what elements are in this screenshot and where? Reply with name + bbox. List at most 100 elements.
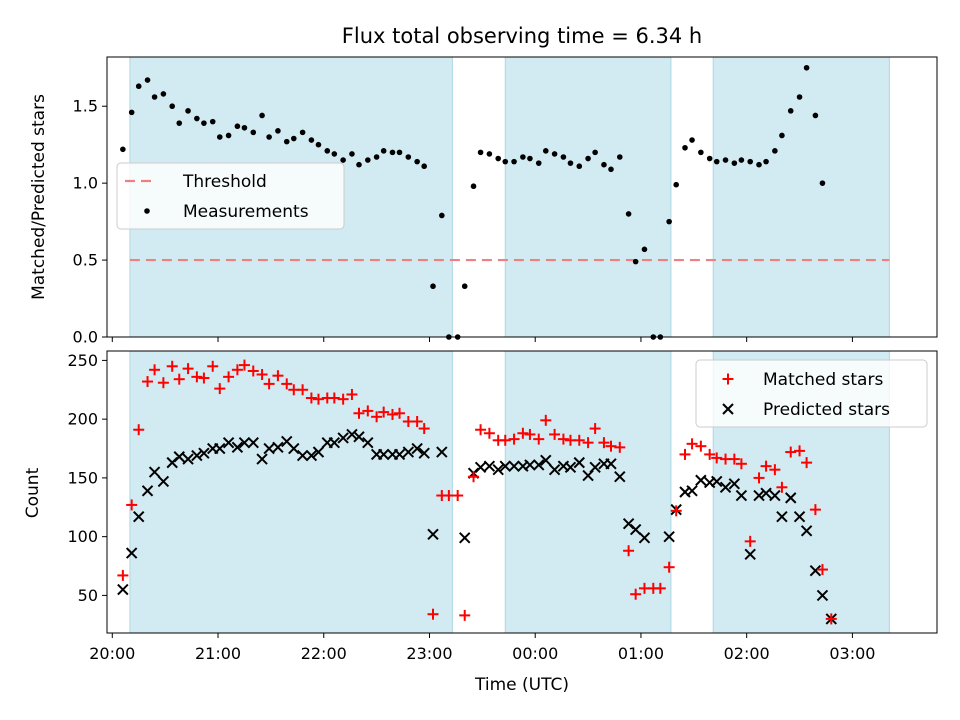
measurement-point bbox=[365, 157, 371, 163]
matched-point bbox=[679, 448, 691, 460]
legend-matched-swatch bbox=[722, 373, 734, 385]
predicted-point-b bbox=[524, 459, 536, 471]
matched-point bbox=[312, 393, 324, 405]
matched-points bbox=[117, 359, 837, 625]
predicted-point bbox=[402, 446, 415, 458]
measurement-point bbox=[439, 212, 445, 219]
matched-point bbox=[411, 416, 423, 427]
predicted-point-b bbox=[614, 471, 626, 483]
matched-point bbox=[468, 471, 480, 483]
measurement-point bbox=[673, 181, 679, 188]
predicted-point-b bbox=[198, 447, 210, 459]
matched-point bbox=[573, 434, 585, 446]
matched-point bbox=[386, 408, 398, 420]
predicted-point-b bbox=[753, 489, 765, 502]
top-y-axis-label: Matched/Predicted stars bbox=[29, 94, 49, 300]
predicted-point-b bbox=[483, 460, 496, 472]
matched-point bbox=[166, 360, 178, 372]
predicted-point-b bbox=[362, 436, 374, 449]
matched-point bbox=[769, 464, 781, 476]
measurement-point bbox=[511, 158, 517, 165]
matched-point bbox=[508, 433, 520, 445]
top-y-ticks: 0.0 0.5 1.0 1.5 bbox=[73, 97, 107, 347]
predicted-point-b bbox=[638, 532, 651, 544]
top-y-tick-label: 1.5 bbox=[73, 97, 98, 116]
predicted-point-b bbox=[459, 532, 471, 544]
predicted-point-b bbox=[148, 466, 161, 478]
matched-point bbox=[533, 433, 545, 445]
legend-predicted-swatch bbox=[722, 403, 734, 415]
predicted-point-b bbox=[312, 446, 325, 458]
measurement-point bbox=[324, 148, 331, 154]
matched-point bbox=[549, 428, 561, 440]
predicted-point-b bbox=[411, 442, 423, 455]
predicted-point bbox=[492, 463, 504, 476]
top-legend: Threshold Measurements bbox=[116, 162, 345, 230]
legend-x-marker bbox=[722, 403, 734, 415]
matched-point bbox=[686, 438, 698, 450]
predicted-point-b bbox=[629, 523, 642, 536]
predicted-point bbox=[117, 583, 129, 596]
predicted-point bbox=[305, 449, 318, 462]
predicted-point bbox=[744, 548, 756, 560]
predicted-point-b bbox=[793, 510, 806, 523]
predicted-point-b bbox=[393, 448, 406, 461]
predicted-point bbox=[182, 453, 194, 465]
predicted-point-b bbox=[760, 487, 772, 499]
predicted-point-b bbox=[238, 436, 251, 449]
predicted-point-b bbox=[564, 461, 577, 474]
matched-point bbox=[362, 405, 374, 417]
matched-point bbox=[744, 535, 756, 547]
predicted-point bbox=[508, 460, 520, 472]
matched-point bbox=[281, 378, 293, 390]
matched-point bbox=[231, 364, 243, 376]
predicted-point bbox=[735, 489, 748, 502]
predicted-point-b bbox=[337, 432, 349, 444]
predicted-point bbox=[638, 532, 651, 544]
predicted-point-b bbox=[533, 459, 545, 471]
predicted-point-b bbox=[214, 442, 226, 455]
matched-point bbox=[614, 441, 626, 453]
x-tick-label: 02:00 bbox=[724, 644, 770, 663]
bottom-y-axis-label: Count bbox=[23, 467, 43, 518]
measurement-point bbox=[340, 157, 346, 163]
top-plot-frame bbox=[106, 56, 938, 338]
measurement-point bbox=[259, 112, 265, 119]
predicted-point bbox=[133, 510, 145, 523]
matched-point bbox=[695, 440, 707, 452]
measurement-point bbox=[502, 158, 509, 165]
measurement-point bbox=[601, 161, 607, 168]
measurement-point bbox=[731, 160, 738, 166]
predicted-point-b bbox=[508, 460, 520, 472]
measurement-point bbox=[698, 149, 704, 156]
predicted-point bbox=[800, 525, 813, 537]
predicted-point bbox=[793, 510, 806, 523]
matched-point bbox=[353, 407, 365, 419]
predicted-point-b bbox=[695, 474, 707, 486]
matched-point bbox=[816, 564, 828, 576]
matched-point bbox=[263, 378, 275, 390]
bottom-panel: 50 100 150 200 250 20:00 21:00 22:00 23:00 00:00… bbox=[23, 350, 938, 695]
legend-measurements-swatch bbox=[144, 208, 150, 214]
top-y-tick-label: 1.0 bbox=[73, 174, 98, 193]
predicted-point bbox=[483, 460, 496, 472]
predicted-point-b bbox=[222, 436, 235, 449]
matched-point bbox=[346, 388, 358, 400]
predicted-point bbox=[524, 459, 536, 471]
matched-point bbox=[623, 545, 635, 557]
predicted-point-b bbox=[499, 460, 511, 472]
matched-point bbox=[654, 582, 666, 594]
matched-point bbox=[704, 448, 716, 460]
top-y-tick-label: 0.5 bbox=[73, 251, 98, 270]
measurement-point bbox=[641, 246, 648, 253]
predicted-points bbox=[117, 428, 837, 625]
predicted-point bbox=[157, 475, 170, 488]
matched-point bbox=[760, 460, 772, 472]
predicted-point-b bbox=[589, 461, 601, 474]
predicted-point bbox=[141, 485, 154, 497]
predicted-point-b bbox=[328, 436, 341, 449]
matched-point bbox=[297, 384, 309, 396]
measurement-point bbox=[738, 157, 745, 163]
legend-threshold-label: Threshold bbox=[182, 172, 267, 192]
